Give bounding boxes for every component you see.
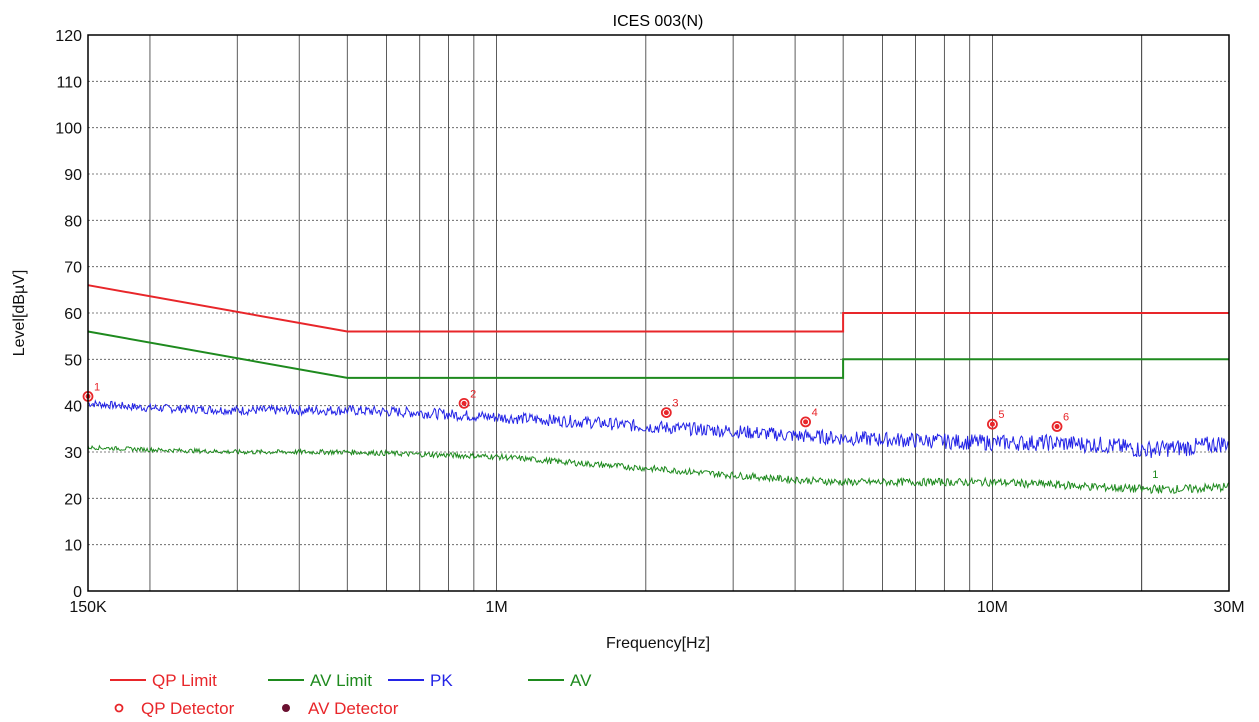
y-tick-label: 60 bbox=[64, 306, 82, 323]
qp-detector-point bbox=[800, 416, 811, 428]
x-tick-labels: 150K 1M 10M 30M bbox=[69, 599, 1244, 616]
marker-label: 6 bbox=[1063, 412, 1069, 424]
y-tick-label: 100 bbox=[55, 121, 82, 138]
marker-6: 6 bbox=[1051, 412, 1069, 432]
marker-1: 1 bbox=[82, 381, 100, 402]
av-detector-point bbox=[461, 400, 467, 406]
marker-4: 4 bbox=[800, 407, 818, 428]
x-tick-label: 150K bbox=[69, 599, 107, 616]
av-end-label: 1 bbox=[1152, 469, 1158, 481]
series-line-av bbox=[87, 444, 1230, 495]
plot-frame bbox=[87, 34, 1230, 592]
marker-label: 5 bbox=[998, 409, 1004, 421]
av-detector-point bbox=[1054, 424, 1060, 430]
series-line-qp-limit bbox=[87, 284, 1229, 333]
y-tick-label: 30 bbox=[64, 445, 82, 462]
x-tick-label: 1M bbox=[485, 599, 507, 616]
y-axis-title: Level[dBµV] bbox=[11, 270, 28, 357]
y-tick-labels: 0 10 20 30 40 50 60 70 80 90 100 110 120 bbox=[55, 28, 82, 601]
y-tick-label: 70 bbox=[64, 260, 82, 277]
qp-detector-point bbox=[660, 407, 672, 419]
y-tick-label: 20 bbox=[64, 491, 82, 508]
series-line-pk bbox=[87, 399, 1230, 458]
x-tick-label: 10M bbox=[977, 599, 1008, 616]
detector-markers: 1 2 3 4 5 6 1 bbox=[82, 381, 1158, 481]
legend-label-av-limit: AV Limit bbox=[310, 671, 372, 690]
av-detector-point bbox=[803, 419, 809, 425]
qp-detector-point bbox=[987, 418, 998, 430]
y-tick-label: 10 bbox=[64, 538, 82, 555]
qp-detector-point bbox=[1051, 421, 1063, 432]
y-tick-label: 110 bbox=[56, 74, 82, 91]
legend-label-av-detector: AV Detector bbox=[308, 699, 399, 718]
x-tick-label: 30M bbox=[1213, 599, 1244, 616]
legend-label-qp-detector: QP Detector bbox=[141, 699, 235, 718]
av-detector-point bbox=[663, 410, 669, 416]
y-tick-label: 40 bbox=[64, 399, 82, 416]
marker-5: 5 bbox=[987, 409, 1005, 430]
legend-symbol-av-detector bbox=[282, 704, 290, 712]
y-tick-label: 90 bbox=[64, 167, 82, 184]
marker-3: 3 bbox=[660, 398, 678, 419]
legend-symbol-qp-detector bbox=[114, 703, 124, 713]
marker-label: 2 bbox=[470, 388, 476, 400]
marker-label: 4 bbox=[812, 407, 818, 419]
y-tick-label: 80 bbox=[64, 213, 82, 230]
y-tick-label: 120 bbox=[55, 28, 82, 45]
x-axis-title: Frequency[Hz] bbox=[606, 635, 710, 652]
legend-label-av: AV bbox=[570, 671, 592, 690]
marker-2: 2 bbox=[458, 388, 476, 409]
legend-label-pk: PK bbox=[430, 671, 453, 690]
legend-label-qp-limit: QP Limit bbox=[152, 671, 217, 690]
y-tick-label: 50 bbox=[64, 352, 82, 369]
chart-title: ICES 003(N) bbox=[613, 13, 704, 30]
y-tick-label: 0 bbox=[73, 584, 82, 601]
series-line-av-limit bbox=[87, 330, 1229, 379]
qp-detector-point bbox=[458, 397, 470, 409]
marker-label: 3 bbox=[672, 398, 678, 410]
marker-label: 1 bbox=[94, 381, 100, 393]
av-detector-point bbox=[989, 421, 995, 427]
legend: QP Limit AV Limit PK AV QP Detector AV Detect… bbox=[110, 671, 592, 718]
series-lines bbox=[87, 284, 1230, 495]
